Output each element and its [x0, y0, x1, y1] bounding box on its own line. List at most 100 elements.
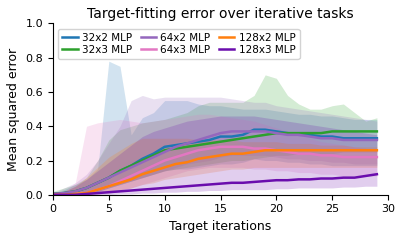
32x3 MLP: [273, 132, 278, 135]
64x3 MLP: [318, 154, 323, 157]
32x3 MLP: [351, 130, 356, 133]
64x2 MLP: [262, 130, 267, 133]
128x3 MLP: [62, 193, 67, 196]
128x3 MLP: [207, 183, 211, 186]
64x2 MLP: [195, 138, 200, 141]
64x2 MLP: [374, 138, 379, 141]
128x2 MLP: [51, 193, 55, 196]
64x2 MLP: [95, 181, 100, 184]
32x3 MLP: [207, 142, 211, 145]
32x2 MLP: [307, 133, 312, 136]
32x3 MLP: [251, 135, 256, 138]
32x2 MLP: [218, 135, 223, 138]
128x3 MLP: [117, 190, 122, 193]
128x2 MLP: [73, 192, 77, 195]
128x3 MLP: [173, 186, 178, 188]
128x2 MLP: [151, 169, 156, 172]
128x2 MLP: [128, 178, 133, 181]
64x3 MLP: [173, 156, 178, 159]
64x2 MLP: [240, 130, 245, 133]
32x3 MLP: [117, 169, 122, 172]
128x2 MLP: [84, 192, 89, 194]
128x3 MLP: [296, 178, 300, 181]
Line: 64x3 MLP: 64x3 MLP: [53, 147, 376, 195]
32x2 MLP: [162, 145, 167, 148]
128x3 MLP: [106, 191, 111, 194]
64x3 MLP: [106, 185, 111, 188]
128x2 MLP: [318, 149, 323, 152]
64x2 MLP: [284, 133, 289, 136]
32x3 MLP: [151, 154, 156, 157]
128x3 MLP: [140, 188, 144, 191]
Y-axis label: Mean squared error: Mean squared error: [7, 48, 20, 171]
64x3 MLP: [195, 149, 200, 152]
32x3 MLP: [95, 181, 100, 184]
Line: 128x2 MLP: 128x2 MLP: [53, 150, 376, 195]
64x3 MLP: [184, 152, 189, 155]
64x3 MLP: [218, 145, 223, 148]
32x3 MLP: [229, 138, 233, 141]
64x2 MLP: [128, 166, 133, 169]
32x2 MLP: [117, 169, 122, 172]
128x2 MLP: [307, 149, 312, 152]
32x2 MLP: [173, 144, 178, 147]
64x2 MLP: [162, 150, 167, 153]
Line: 128x3 MLP: 128x3 MLP: [53, 174, 376, 195]
32x3 MLP: [195, 144, 200, 147]
32x3 MLP: [62, 192, 67, 194]
32x2 MLP: [184, 142, 189, 145]
64x2 MLP: [329, 137, 334, 140]
128x2 MLP: [207, 156, 211, 159]
32x2 MLP: [374, 137, 379, 140]
64x2 MLP: [173, 145, 178, 148]
64x3 MLP: [340, 156, 345, 159]
64x2 MLP: [151, 156, 156, 159]
64x3 MLP: [84, 192, 89, 194]
128x2 MLP: [240, 152, 245, 155]
128x2 MLP: [351, 149, 356, 152]
Line: 64x2 MLP: 64x2 MLP: [53, 132, 376, 194]
64x2 MLP: [251, 130, 256, 133]
128x2 MLP: [262, 149, 267, 152]
32x3 MLP: [262, 133, 267, 136]
128x3 MLP: [284, 179, 289, 182]
32x2 MLP: [251, 128, 256, 131]
64x2 MLP: [296, 133, 300, 136]
128x2 MLP: [162, 166, 167, 169]
64x3 MLP: [162, 159, 167, 162]
128x2 MLP: [195, 157, 200, 160]
128x3 MLP: [251, 180, 256, 183]
128x2 MLP: [329, 149, 334, 152]
64x2 MLP: [273, 132, 278, 135]
Line: 32x3 MLP: 32x3 MLP: [53, 132, 376, 194]
32x3 MLP: [374, 130, 379, 133]
32x2 MLP: [207, 138, 211, 141]
32x2 MLP: [296, 133, 300, 136]
128x3 MLP: [229, 181, 233, 184]
64x2 MLP: [84, 186, 89, 189]
64x2 MLP: [51, 192, 55, 195]
32x2 MLP: [151, 152, 156, 155]
128x2 MLP: [173, 162, 178, 165]
Title: Target-fitting error over iterative tasks: Target-fitting error over iterative task…: [87, 7, 353, 21]
128x2 MLP: [218, 154, 223, 157]
64x2 MLP: [307, 135, 312, 138]
32x3 MLP: [363, 130, 367, 133]
32x3 MLP: [51, 192, 55, 195]
Line: 32x2 MLP: 32x2 MLP: [53, 130, 376, 194]
32x3 MLP: [106, 176, 111, 179]
64x3 MLP: [240, 145, 245, 148]
64x2 MLP: [318, 137, 323, 140]
32x2 MLP: [351, 137, 356, 140]
128x2 MLP: [62, 193, 67, 196]
128x3 MLP: [318, 177, 323, 180]
32x2 MLP: [262, 128, 267, 131]
32x3 MLP: [73, 190, 77, 193]
32x2 MLP: [106, 176, 111, 179]
128x3 MLP: [84, 192, 89, 195]
64x3 MLP: [140, 169, 144, 172]
32x2 MLP: [62, 192, 67, 194]
128x3 MLP: [128, 189, 133, 192]
32x2 MLP: [51, 192, 55, 195]
64x2 MLP: [207, 135, 211, 138]
